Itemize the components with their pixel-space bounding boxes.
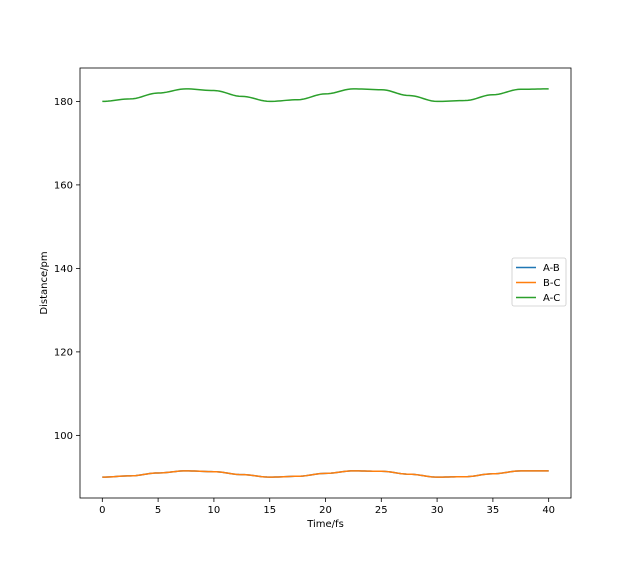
legend-label-a-c: A-C [543,293,560,304]
x-tick-label: 25 [375,505,388,516]
x-tick-label: 30 [431,505,444,516]
x-tick-label: 15 [263,505,276,516]
x-tick-label: 35 [487,505,500,516]
x-tick-label: 0 [99,505,105,516]
x-tick-label: 40 [542,505,555,516]
legend: A-B B-C A-C [511,257,567,307]
y-tick-label: 120 [54,347,73,358]
legend-label-b-c: B-C [543,278,560,289]
series-line-b-c [102,470,549,478]
x-tick-label: 5 [155,505,161,516]
x-axis-label: Time/fs [306,519,344,530]
legend-label-a-b: A-B [543,263,560,274]
y-tick-label: 140 [54,264,73,275]
legend-box [511,257,567,307]
x-axis-ticks: 0 5 10 15 20 25 30 35 40 [99,498,555,516]
y-tick-label: 180 [54,97,73,108]
plot-lines [102,88,549,478]
x-tick-label: 10 [208,505,221,516]
y-axis-label: Distance/pm [39,251,50,314]
x-tick-label: 20 [319,505,332,516]
y-tick-label: 100 [54,431,73,442]
y-axis-ticks: 100 120 140 160 180 [54,97,80,442]
series-line-a-c [102,88,549,103]
y-tick-label: 160 [54,180,73,191]
plot-frame [79,67,572,499]
